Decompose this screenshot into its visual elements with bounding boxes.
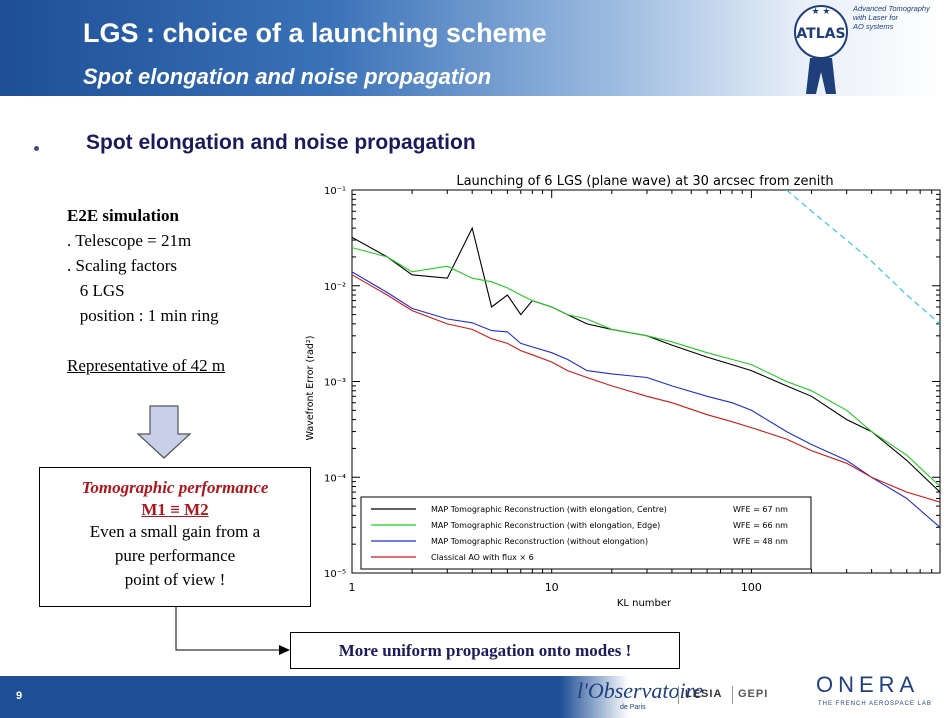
series-line-2 — [352, 271, 940, 528]
x-tick-label: 10 — [545, 581, 559, 594]
conclusion-box: More uniform propagation onto modes ! — [290, 632, 680, 669]
e2e-position: position : 1 min ring — [67, 306, 219, 325]
legend-label: MAP Tomographic Reconstruction (without … — [431, 537, 648, 546]
logo-separator — [678, 686, 679, 704]
legend-label: MAP Tomographic Reconstruction (with elo… — [431, 505, 667, 514]
e2e-scaling: . Scaling factors — [67, 256, 177, 275]
series-line-4 — [786, 190, 940, 325]
chart-ylabel: Wavefront Error (rad²) — [305, 336, 316, 441]
legend-wfe: WFE = 67 nm — [733, 505, 788, 514]
series-line-0 — [352, 226, 940, 493]
footer-logo-area — [560, 676, 944, 718]
y-tick-label: 10⁻⁵ — [324, 569, 346, 580]
legend-wfe: WFE = 48 nm — [733, 537, 788, 546]
atlas-logo: ★ ★ ATLAS — [794, 5, 848, 94]
e2e-title: E2E simulation — [67, 206, 179, 225]
bullet-dot — [34, 146, 39, 151]
wavefront-error-chart: Launching of 6 LGS (plane wave) at 30 ar… — [305, 174, 941, 609]
legend-wfe: WFE = 66 nm — [733, 521, 788, 530]
observatoire-logo: l'Observatoire — [577, 678, 704, 703]
series-line-3 — [352, 274, 940, 503]
e2e-representative: Representative of 42 m — [67, 356, 226, 375]
series-line-1 — [352, 247, 940, 487]
observatoire-sub: de Paris — [620, 704, 646, 711]
onera-subtitle: THE FRENCH AEROSPACE LAB — [818, 701, 932, 707]
perf-line-1: Even a small gain from a — [89, 522, 261, 541]
legend-box — [360, 496, 812, 570]
perf-equivalence: M1 ≡ M2 — [141, 500, 209, 519]
onera-logo: ONERA — [816, 672, 920, 697]
perf-title: Tomographic performance — [81, 478, 269, 497]
logo-separator — [732, 686, 733, 704]
down-arrow-icon — [136, 405, 192, 459]
slide-title: LGS : choice of a launching scheme — [83, 18, 547, 48]
legend-label: Classical AO with flux × 6 — [431, 553, 534, 562]
e2e-lgs-count: 6 LGS — [67, 281, 125, 300]
svg-text:★ ★: ★ ★ — [812, 7, 831, 17]
atlas-caption: Advanced Tomography with Laser for AO sy… — [853, 4, 930, 31]
y-tick-label: 10⁻¹ — [324, 186, 346, 197]
chart-title: Launching of 6 LGS (plane wave) at 30 ar… — [456, 174, 833, 189]
e2e-telescope: . Telescope = 21m — [67, 231, 192, 250]
perf-line-3: point of view ! — [124, 570, 226, 589]
atlas-logo-text: ATLAS — [796, 26, 845, 42]
gepi-logo: GEPI — [738, 688, 769, 700]
header-banner — [0, 0, 944, 96]
y-tick-label: 10⁻² — [324, 282, 346, 293]
lesia-logo: LESIA — [685, 688, 723, 700]
y-tick-label: 10⁻⁴ — [324, 473, 346, 484]
e2e-simulation-block: E2E simulation . Telescope = 21m . Scali… — [67, 203, 225, 378]
bullet-heading: Spot elongation and noise propagation — [86, 131, 476, 154]
chart-xlabel: KL number — [617, 598, 672, 609]
legend-label: MAP Tomographic Reconstruction (with elo… — [431, 521, 660, 530]
x-tick-label: 1 — [349, 581, 356, 594]
y-tick-label: 10⁻³ — [324, 378, 346, 389]
page-number: 9 — [16, 690, 23, 702]
slide-subtitle: Spot elongation and noise propagation — [83, 64, 492, 89]
tomographic-performance-box: Tomographic performance M1 ≡ M2 Even a s… — [39, 467, 311, 607]
x-tick-label: 100 — [741, 581, 762, 594]
perf-line-2: pure performance — [114, 546, 236, 565]
